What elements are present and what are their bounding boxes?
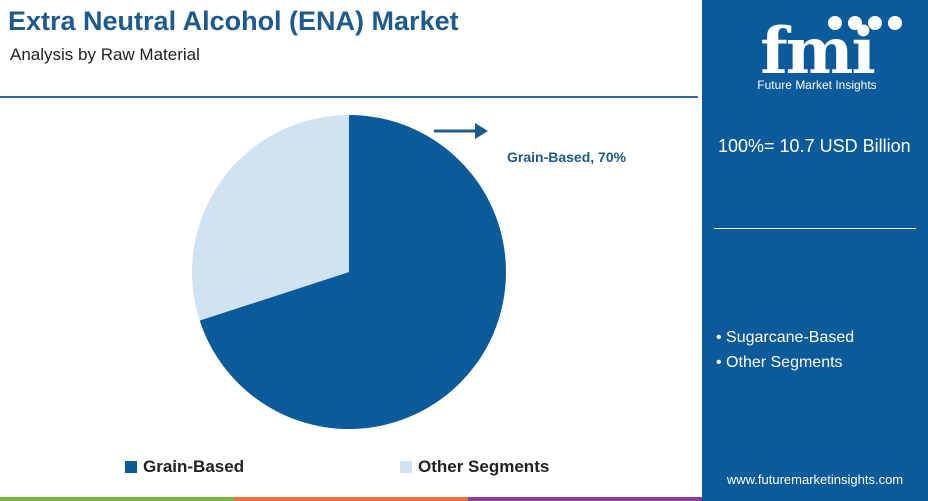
pie-slice-grain-based [199, 115, 506, 429]
website-url: www.futuremarketinsights.com [726, 472, 904, 487]
logo-icons [828, 16, 902, 30]
logo-tagline: Future Market Insights [757, 78, 877, 92]
list-item: Sugarcane-Based [716, 325, 854, 350]
legend-item-grain-based: Grain-Based [125, 456, 244, 478]
chart-title: Extra Neutral Alcohol (ENA) Market [8, 6, 459, 36]
slice-callout-label: Grain-Based, 70% [507, 149, 627, 165]
right-arrow-icon [434, 123, 488, 139]
info-panel: fmi Future Market Insights 100%= 10.7 US… [702, 0, 928, 501]
panel-divider [714, 228, 916, 229]
pie-slice-other-segments [191, 115, 349, 321]
market-total: 100%= 10.7 USD Billion [718, 136, 911, 156]
bottom-bar-segment [468, 497, 702, 501]
fmi-logo: fmi Future Market Insights [732, 8, 902, 94]
legend-swatch-grain-based [125, 461, 137, 473]
legend-label-other-segments: Other Segments [418, 457, 550, 476]
list-item: Other Segments [716, 350, 854, 375]
bottom-bar-segment [234, 497, 468, 501]
legend-item-other-segments: Other Segments [400, 456, 549, 478]
legend-label-grain-based: Grain-Based [143, 457, 245, 476]
pie-slices [191, 115, 506, 429]
bottom-bar-segment [0, 497, 234, 501]
logo-letters: fmi [760, 14, 876, 89]
bottom-color-bar [0, 497, 702, 501]
pie-chart [191, 115, 506, 429]
legend-swatch-other-segments [400, 461, 412, 473]
chart-subtitle: Analysis by Raw Material [10, 45, 200, 64]
title-divider [0, 96, 698, 98]
other-segments-list: Sugarcane-Based Other Segments [716, 325, 854, 375]
